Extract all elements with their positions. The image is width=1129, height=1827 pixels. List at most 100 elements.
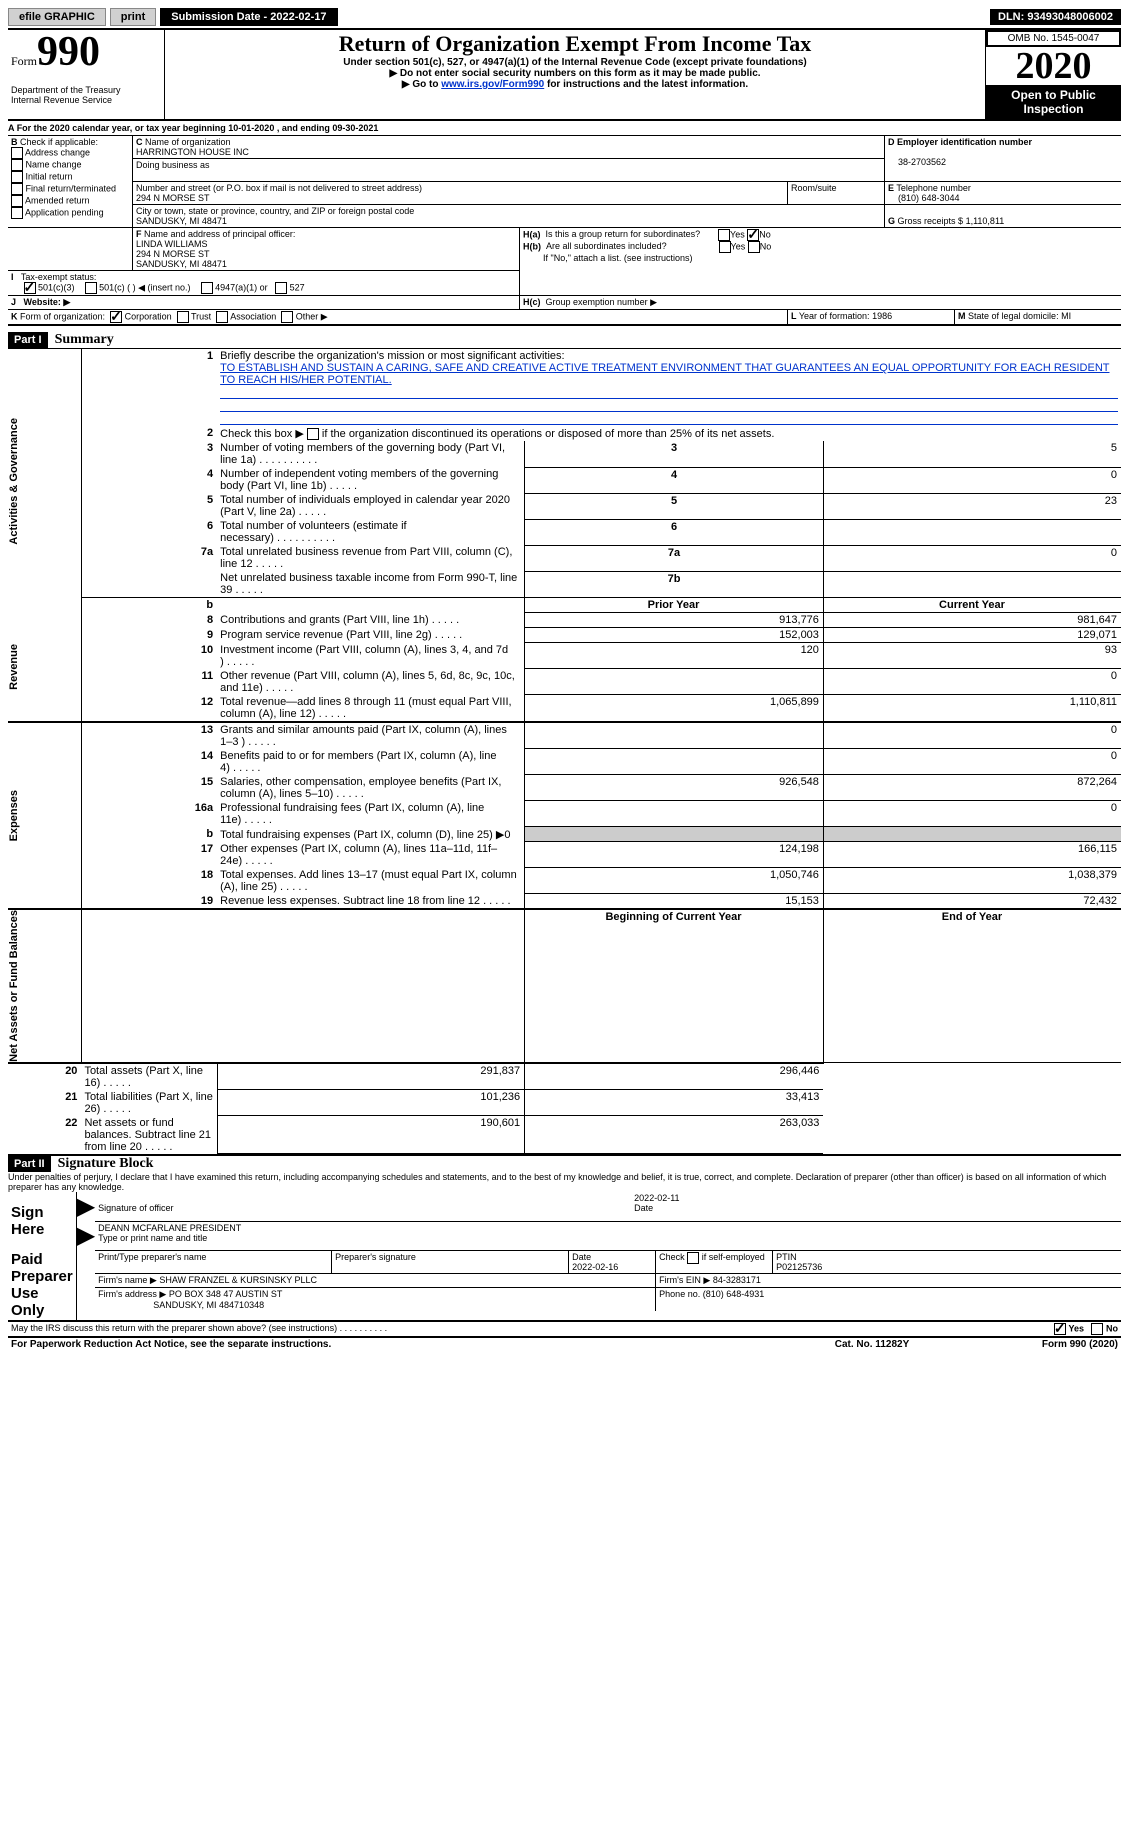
prep-phone: (810) 648-4931 (703, 1289, 765, 1299)
check-trust[interactable] (177, 311, 189, 323)
ein-value: 38-2703562 (888, 157, 946, 167)
line-16a-num: 16a (81, 801, 217, 827)
line-11-prior (525, 669, 824, 695)
declaration: Under penalties of perjury, I declare th… (8, 1172, 1121, 1192)
prep-phone-label: Phone no. (659, 1289, 703, 1299)
ein-label: Employer identification number (897, 137, 1032, 147)
period-end: 09-30-2021 (332, 123, 378, 133)
ha-yes-label: Yes (730, 229, 745, 239)
line-8-prior: 913,776 (525, 613, 824, 628)
line-21-num: 21 (8, 1090, 81, 1116)
ha-yes[interactable] (718, 229, 730, 241)
part2-header-row: Part II Signature Block (8, 1154, 1121, 1172)
irs-link[interactable]: www.irs.gov/Form990 (441, 79, 544, 90)
signature-table: Sign Here ▶ Signature of officer 2022-02… (8, 1192, 1121, 1322)
arrow-icon: ▶ (76, 1192, 95, 1221)
check-amended[interactable] (11, 195, 23, 207)
period-label-b: , and ending (277, 123, 333, 133)
line-21-current: 33,413 (525, 1090, 824, 1116)
check-pending[interactable] (11, 207, 23, 219)
check-discontinued[interactable] (307, 428, 319, 440)
pra-notice: For Paperwork Reduction Act Notice, see … (8, 1338, 779, 1351)
mission-line3 (220, 412, 1118, 425)
submission-date: 2022-02-17 (270, 11, 326, 23)
efile-button[interactable]: efile GRAPHIC (8, 8, 106, 26)
check-address-change[interactable] (11, 147, 23, 159)
opt-final: Final return/terminated (26, 183, 117, 193)
check-final[interactable] (11, 183, 23, 195)
domicile-label: State of legal domicile: (968, 311, 1061, 321)
opt-501c: 501(c) ( ) ◀ (insert no.) (99, 282, 190, 292)
check-527[interactable] (275, 282, 287, 294)
date-label: Date (634, 1203, 653, 1213)
klm-row: K Form of organization: Corporation Trus… (8, 309, 1121, 326)
line-10-current: 93 (823, 643, 1121, 669)
discuss-no[interactable] (1091, 1323, 1103, 1335)
officer-label: Name and address of principal officer: (144, 229, 295, 239)
phone-label: Telephone number (896, 183, 971, 193)
dln-value: 93493048006002 (1027, 11, 1113, 23)
prep-date-label: Date (572, 1252, 591, 1262)
ha-no-label: No (759, 229, 771, 239)
line-16a-text: Professional fundraising fees (Part IX, … (217, 801, 524, 827)
ha-no[interactable] (747, 229, 759, 241)
discuss-yes[interactable] (1054, 1323, 1066, 1335)
check-name-change[interactable] (11, 159, 23, 171)
line-22-prior: 190,601 (217, 1116, 524, 1154)
l7a-text: Total unrelated business revenue from Pa… (217, 545, 524, 571)
part2-title: Signature Block (58, 1156, 154, 1171)
print-button[interactable]: print (110, 8, 156, 26)
fh-row: F Name and address of principal officer:… (8, 227, 1121, 309)
line-12-num: 12 (81, 695, 217, 722)
check-self-emp[interactable] (687, 1252, 699, 1264)
officer-street: 294 N MORSE ST (136, 249, 210, 259)
firm-ein-label: Firm's EIN ▶ (659, 1275, 710, 1285)
line-21-text: Total liabilities (Part X, line 26) (81, 1090, 217, 1116)
l5-text: Total number of individuals employed in … (217, 493, 524, 519)
line-21-prior: 101,236 (217, 1090, 524, 1116)
check-501c[interactable] (85, 282, 97, 294)
dba-label: Doing business as (136, 160, 210, 170)
l3-text: Number of voting members of the governin… (217, 441, 524, 467)
domicile: MI (1061, 311, 1071, 321)
line-22-num: 22 (8, 1116, 81, 1154)
check-assoc[interactable] (216, 311, 228, 323)
section-gov: Activities & Governance (8, 418, 20, 545)
line-12-prior: 1,065,899 (525, 695, 824, 722)
prep-sig-label: Preparer's signature (335, 1252, 416, 1262)
line-13-current: 0 (823, 722, 1121, 749)
check-corp[interactable] (110, 311, 122, 323)
l4-num: 4 (525, 467, 824, 493)
opt-501c3: 501(c)(3) (38, 282, 75, 292)
line-18-text: Total expenses. Add lines 13–17 (must eq… (217, 868, 524, 894)
begin-header: Beginning of Current Year (525, 909, 824, 1063)
line-11-current: 0 (823, 669, 1121, 695)
line-8-current: 981,647 (823, 613, 1121, 628)
period-label-a: For the 2020 calendar year, or tax year … (17, 123, 229, 133)
line-14-current: 0 (823, 749, 1121, 775)
footer: For Paperwork Reduction Act Notice, see … (8, 1338, 1121, 1351)
officer-printed-name: DEANN MCFARLANE PRESIDENT (98, 1223, 241, 1233)
officer-name: LINDA WILLIAMS (136, 239, 208, 249)
l4-text: Number of independent voting members of … (217, 467, 524, 493)
check-other[interactable] (281, 311, 293, 323)
room-label: Room/suite (788, 182, 885, 204)
part1-header-row: Part I Summary (8, 332, 1121, 348)
check-501c3[interactable] (24, 282, 36, 294)
subtitle-3: ▶ Go to www.irs.gov/Form990 for instruct… (168, 79, 982, 90)
line-b-current (823, 827, 1121, 842)
check-initial[interactable] (11, 171, 23, 183)
l7b-val (823, 571, 1121, 598)
check-4947[interactable] (201, 282, 213, 294)
ptin-value: P02125736 (776, 1262, 822, 1272)
hb-yes[interactable] (719, 241, 731, 253)
sig-officer-label: Signature of officer (98, 1203, 173, 1213)
street-label: Number and street (or P.O. box if mail i… (136, 183, 422, 193)
info-boxes: B Check if applicable: Address change Na… (8, 136, 1121, 227)
current-header: Current Year (823, 598, 1121, 613)
l7b-text: Net unrelated business taxable income fr… (217, 571, 524, 598)
hb-no[interactable] (748, 241, 760, 253)
city-value: SANDUSKY, MI 48471 (136, 216, 227, 226)
prep-date: 2022-02-16 (572, 1262, 618, 1272)
l6-val (823, 519, 1121, 545)
